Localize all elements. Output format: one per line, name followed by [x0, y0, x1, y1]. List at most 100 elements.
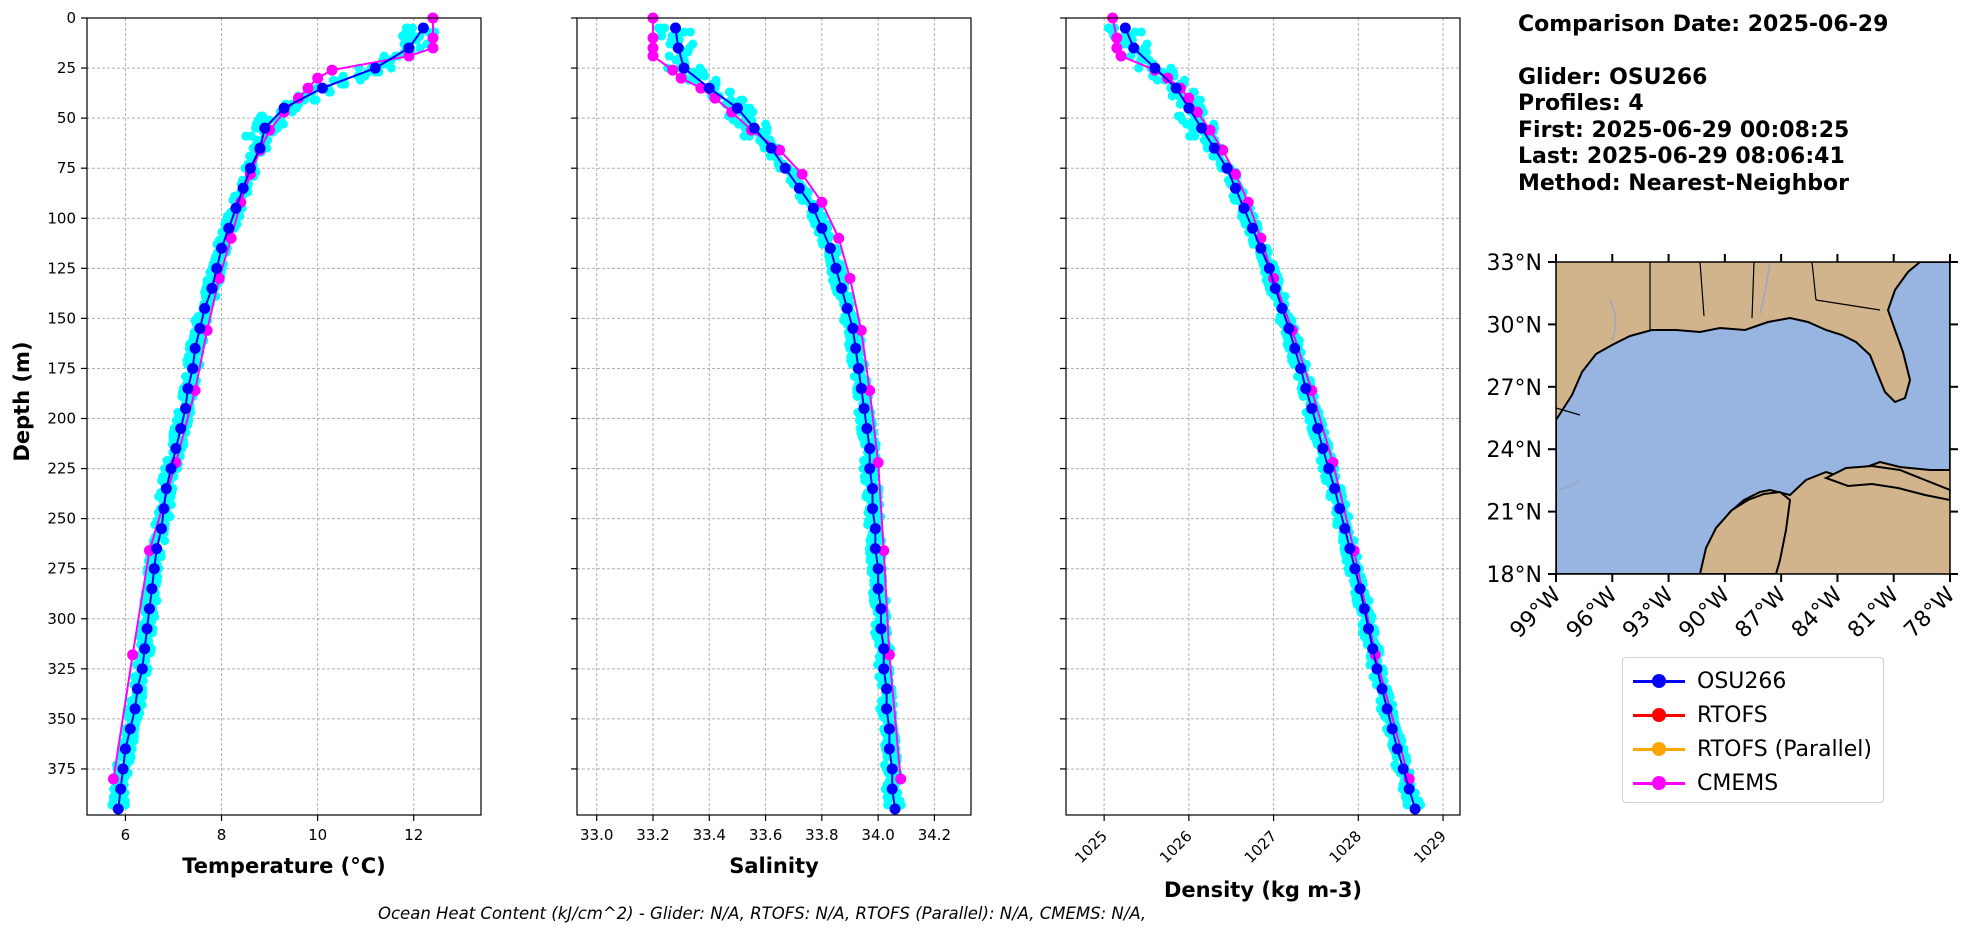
legend-swatch-icon — [1633, 739, 1685, 759]
series-osu266 — [670, 22, 901, 815]
cmems-point — [647, 50, 659, 62]
cmems-point — [1183, 92, 1195, 104]
osu266-point — [1289, 342, 1301, 354]
y-tick-label: 0 — [66, 9, 76, 27]
cmems-point — [1115, 50, 1127, 62]
y-tick-label: 175 — [47, 359, 76, 377]
raw-point — [156, 552, 166, 562]
osu266-point — [160, 483, 172, 495]
osu266-point — [403, 42, 415, 54]
legend-label: OSU266 — [1697, 668, 1787, 694]
y-ticks — [571, 17, 577, 770]
legend: OSU266 RTOFS RTOFS (Parallel) CMEMS — [1622, 657, 1884, 803]
y-tick-label: 250 — [47, 510, 76, 528]
profile-panels: 0 25 50 75 100 125 150 175 200 225 250 275 300 325 350… — [10, 9, 1461, 902]
x-tick-label: 10 — [308, 826, 327, 844]
x-tick-label: 1027 — [1241, 827, 1281, 867]
cmems-point — [1191, 106, 1203, 118]
raw-point — [665, 39, 675, 49]
osu266-point — [855, 382, 867, 394]
gridlines — [1066, 17, 1460, 815]
lat-label: 30°N — [1487, 313, 1542, 338]
raw-point — [863, 520, 873, 530]
osu266-point — [1306, 402, 1318, 414]
raw-point — [762, 127, 772, 137]
osu266-point — [1344, 543, 1356, 555]
cmems-point — [675, 72, 687, 84]
lat-label: 27°N — [1487, 376, 1542, 401]
osu266-point — [259, 122, 271, 134]
osu266-point — [816, 222, 828, 234]
osu266-point — [1358, 603, 1370, 615]
x-tick-label: 8 — [217, 826, 227, 844]
yucatan — [1698, 490, 1792, 574]
y-tick-label: 225 — [47, 460, 76, 478]
raw-point — [877, 696, 887, 706]
lon-label: 87°W — [1731, 582, 1792, 643]
osu266-point — [886, 783, 898, 795]
osu266-point — [889, 803, 901, 815]
legend-label: RTOFS — [1697, 702, 1768, 728]
raw-point — [657, 31, 667, 41]
cmems-point — [833, 232, 845, 244]
raw-point — [126, 696, 136, 706]
y-tick-label: 100 — [47, 209, 76, 227]
cmems-point — [774, 144, 786, 156]
osu266-point — [199, 302, 211, 314]
osu266-point — [852, 362, 864, 374]
series-cmems — [647, 12, 907, 785]
osu266-point — [187, 362, 199, 374]
y-tick-label: 325 — [47, 660, 76, 678]
y-tick-label: 300 — [47, 610, 76, 628]
glider-raw-points — [1103, 23, 1426, 810]
osu266-point — [1386, 723, 1398, 735]
cmems-point — [127, 649, 139, 661]
osu266-point — [869, 523, 881, 535]
osu266-point — [417, 22, 429, 34]
raw-point — [1375, 696, 1385, 706]
x-tick-label: 1025 — [1071, 827, 1111, 867]
osu266-point — [278, 102, 290, 114]
osu266-point — [875, 603, 887, 615]
osu266-point — [139, 643, 151, 655]
osu266-line — [117, 27, 425, 810]
x-tick-label: 33.8 — [805, 826, 838, 844]
y-tick-label: 25 — [57, 59, 76, 77]
gridlines — [87, 17, 481, 815]
osu266-point — [1376, 683, 1388, 695]
x-tick-label: 33.6 — [749, 826, 782, 844]
raw-point — [1190, 131, 1200, 141]
osu266-point — [779, 162, 791, 174]
rivers — [1556, 262, 1771, 491]
osu266-point — [223, 222, 235, 234]
raw-point — [725, 87, 735, 97]
osu266-point — [881, 683, 893, 695]
cmems-point — [213, 272, 225, 284]
raw-point — [355, 75, 365, 85]
osu266-point — [194, 322, 206, 334]
osu266-point — [1229, 182, 1241, 194]
osu266-point — [1323, 463, 1335, 475]
osu266-point — [878, 663, 890, 675]
osu266-point — [175, 423, 187, 435]
osu266-point — [1238, 202, 1250, 214]
lat-label: 24°N — [1487, 438, 1542, 463]
raw-point — [876, 536, 886, 546]
osu266-point — [230, 202, 242, 214]
x-tick-label: 12 — [404, 826, 423, 844]
lon-label: 90°W — [1674, 582, 1735, 643]
legend-swatch-icon — [1633, 705, 1685, 725]
osu266-point — [869, 543, 881, 555]
cmems-point — [403, 50, 415, 62]
osu266-point — [141, 623, 153, 635]
osu266-point — [316, 82, 328, 94]
lat-label: 33°N — [1487, 251, 1542, 276]
osu266-point — [1128, 42, 1140, 54]
cmems-point — [647, 32, 659, 44]
raw-point — [1152, 75, 1162, 85]
osu266-point — [883, 743, 895, 755]
cmems-point — [872, 457, 884, 469]
cmems-point — [695, 82, 707, 94]
osu266-point — [1119, 22, 1131, 34]
osu266-point — [1391, 743, 1403, 755]
